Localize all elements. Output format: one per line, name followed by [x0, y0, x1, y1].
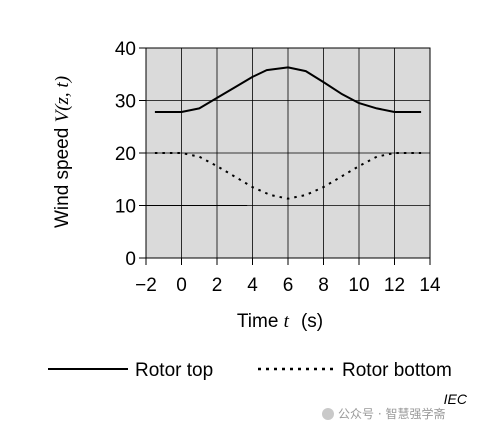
x-axis-label-unit: (s) — [301, 311, 323, 332]
wechat-icon — [322, 408, 334, 420]
x-tick-label: 10 — [348, 275, 369, 296]
x-axis-ticks: −2 0 2 4 6 8 10 12 14 — [135, 258, 441, 296]
y-axis-ticks: 0 10 20 30 40 — [115, 39, 146, 270]
series-line-rotor-bottom — [154, 152, 422, 200]
legend-label-rotor-bottom: Rotor bottom — [342, 360, 452, 381]
y-axis-label-variable: V(z, t) — [52, 76, 73, 122]
y-tick-label: 20 — [115, 144, 136, 165]
watermark: 公众号 · 智慧强学斋 — [322, 406, 445, 421]
x-tick-label: 0 — [176, 275, 187, 296]
legend-label-rotor-top: Rotor top — [135, 360, 213, 381]
y-tick-label: 10 — [115, 197, 136, 218]
y-tick-label: 40 — [115, 39, 136, 60]
x-tick-label: 2 — [212, 275, 223, 296]
series-layer — [154, 66, 422, 200]
y-axis-label-text: Wind speed — [52, 122, 73, 228]
x-axis-label-variable: t — [284, 311, 290, 332]
x-tick-label: 4 — [247, 275, 258, 296]
x-axis-label-text: Time — [237, 311, 284, 332]
series-line-rotor-top — [154, 66, 422, 113]
y-axis-label: Wind speed V(z, t) — [52, 76, 73, 228]
y-tick-label: 0 — [125, 249, 136, 270]
x-axis-label: Time t (s) — [237, 311, 323, 332]
x-tick-label: −2 — [135, 275, 157, 296]
x-tick-label: 12 — [384, 275, 405, 296]
x-tick-label: 14 — [419, 275, 441, 296]
source-credit: IEC — [444, 391, 468, 407]
x-tick-label: 6 — [283, 275, 294, 296]
legend: Rotor top Rotor bottom — [48, 360, 452, 381]
y-tick-label: 30 — [115, 92, 136, 113]
watermark-text: 公众号 · 智慧强学斋 — [338, 406, 445, 421]
x-tick-label: 8 — [318, 275, 329, 296]
